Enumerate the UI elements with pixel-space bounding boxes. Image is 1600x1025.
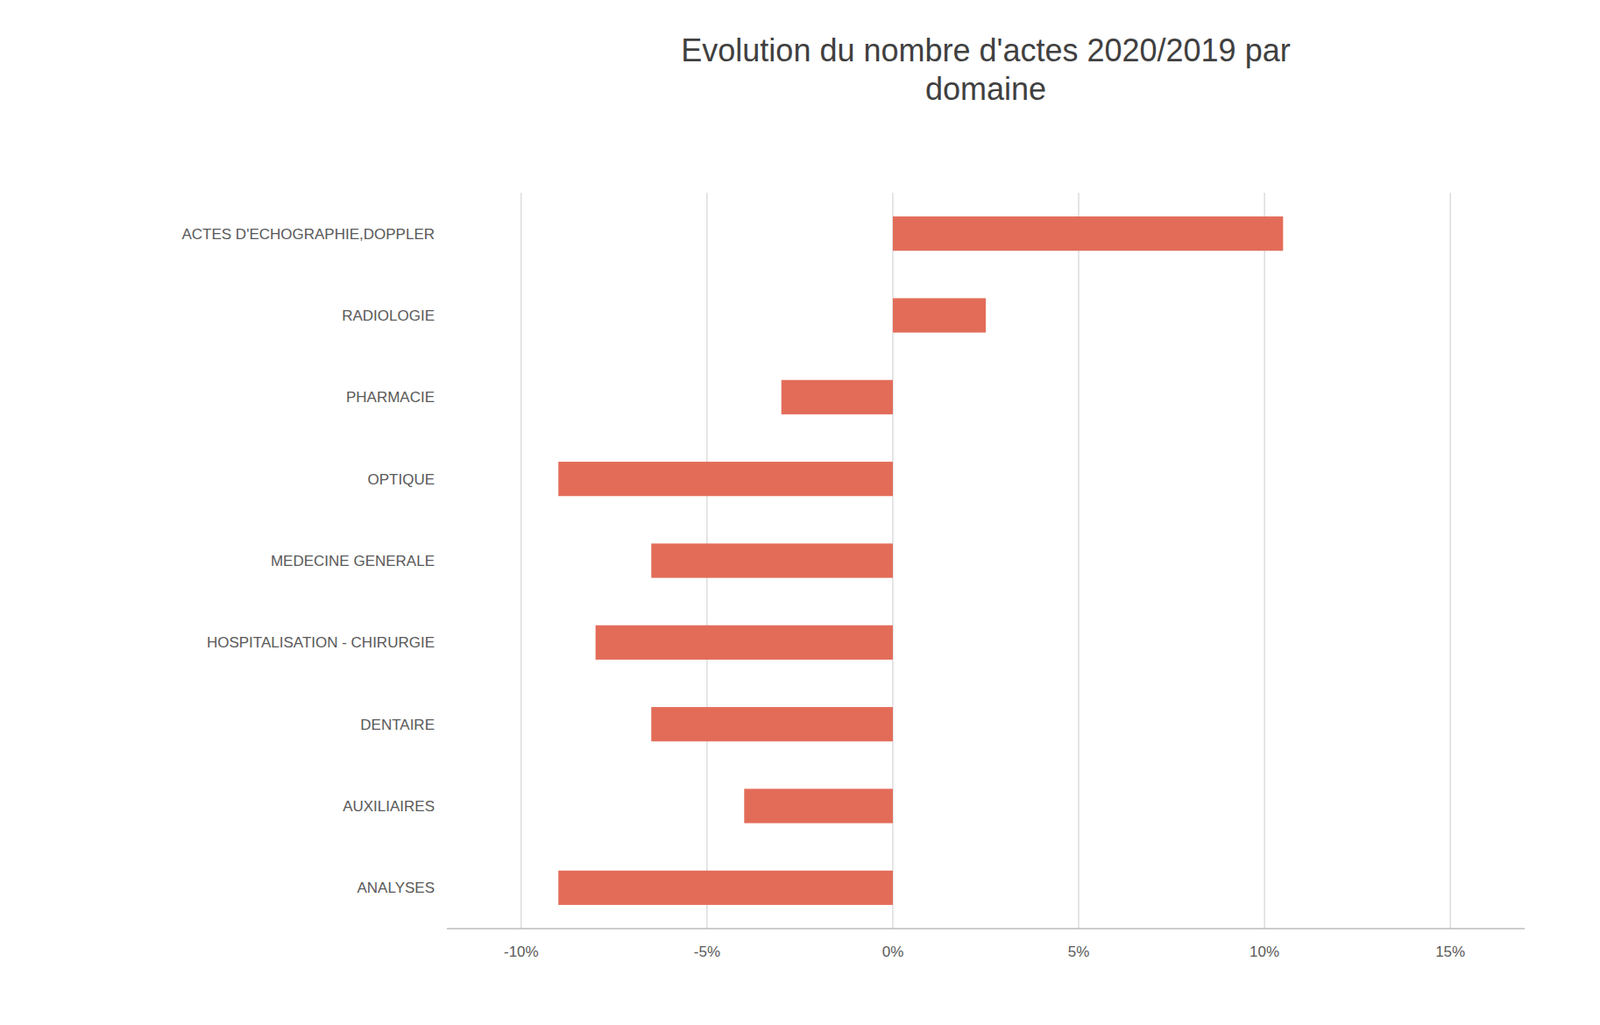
category-label: PHARMACIE — [346, 389, 435, 406]
page: {"chart_data": {"type": "bar", "orientat… — [0, 0, 1600, 1025]
tick-label: -10% — [503, 943, 539, 961]
category-label: OPTIQUE — [367, 471, 435, 489]
category-label: HOSPITALISATION - CHIRURGIE — [206, 634, 435, 652]
bar — [743, 788, 893, 823]
bar — [595, 625, 893, 660]
grid-line — [1264, 192, 1266, 929]
category-label: AUXILIAIRES — [342, 798, 435, 815]
category-labels: ACTES D'ECHOGRAPHIE,DOPPLER RADIOLOGIE PHA… — [181, 226, 435, 898]
tick-labels: -10% -5% 0% 5% 10% 15% — [503, 943, 1466, 961]
title-line: Evolution du nombre d'actes 2020/2019 pa… — [680, 32, 1290, 69]
category-label: ANALYSES — [356, 879, 435, 897]
bar — [892, 216, 1283, 251]
category-label: RADIOLOGIE — [341, 307, 435, 325]
tick-label: 15% — [1435, 943, 1466, 961]
bar — [781, 380, 893, 415]
tick-label: 5% — [1068, 943, 1091, 961]
background — [0, 0, 1600, 1025]
category-label: DENTAIRE — [360, 716, 435, 734]
grid — [521, 192, 1451, 929]
tick-label: 0% — [882, 943, 905, 961]
bar — [558, 870, 893, 906]
title-line: domaine — [925, 70, 1047, 107]
category-label: ACTES D'ECHOGRAPHIE,DOPPLER — [181, 226, 435, 243]
bar — [651, 543, 893, 578]
bars — [558, 216, 1283, 906]
bar — [651, 707, 893, 742]
tick-label: 10% — [1249, 943, 1280, 961]
grid-line — [520, 192, 522, 929]
tick-label: -5% — [693, 943, 721, 961]
grid-line — [1450, 192, 1452, 929]
category-label: MEDECINE GENERALE — [270, 552, 435, 570]
bar — [558, 461, 893, 496]
chart: Evolution du nombre d'actes 2020/2019 pa… — [0, 0, 1600, 1025]
title: Evolution du nombre d'actes 2020/2019 pa… — [680, 32, 1290, 107]
grid-line — [1078, 192, 1080, 929]
bar — [892, 297, 986, 333]
value-axis-line — [446, 928, 1525, 930]
